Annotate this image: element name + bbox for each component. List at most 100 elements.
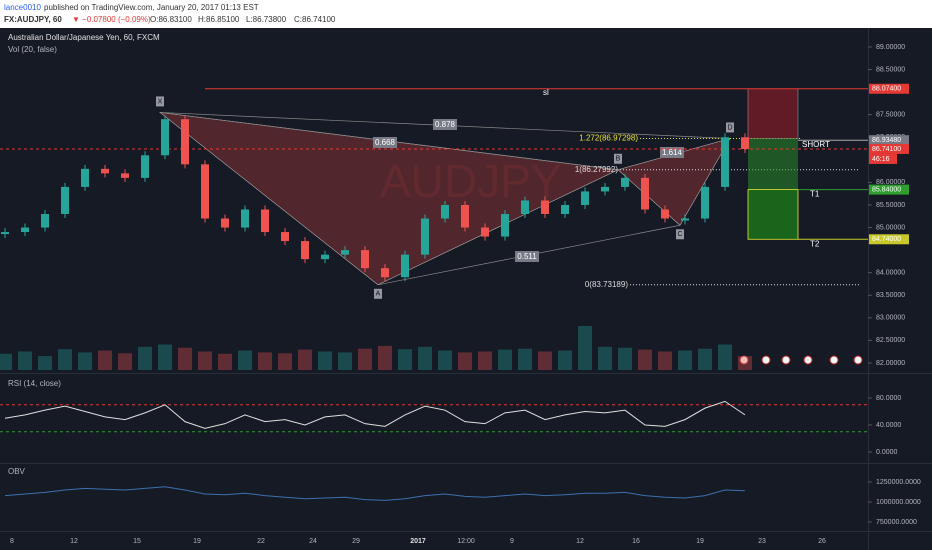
candle [61,186,69,214]
volume-bar [38,356,52,370]
candle [181,119,189,165]
volume-bar [678,350,692,370]
event-icon[interactable] [853,355,863,365]
volume-bar [118,353,132,370]
y-tick-label: 82.00000 [876,360,905,367]
candle [321,254,329,260]
obv-title: OBV [8,467,26,476]
ratio-label: 0.878 [435,120,456,129]
x-tick-label: 12 [70,538,78,545]
y-tick-label: 89.00000 [876,44,905,51]
x-tick-label: 15 [133,538,141,545]
x-tick-label: 24 [309,538,317,545]
annotation: T2 [810,239,820,248]
candle [741,137,749,149]
x-tick-label: 12:00 [457,538,475,545]
x-tick-label: 16 [632,538,640,545]
point-label: X [158,98,163,105]
candle [701,186,709,219]
volume-bar [718,344,732,370]
point-label-bg [726,122,734,133]
candle [201,164,209,219]
candle [641,177,649,210]
volume-bar [738,356,752,370]
volume-bar [298,349,312,370]
event-icon[interactable] [761,355,771,365]
candle [661,209,669,219]
event-icon[interactable] [739,355,749,365]
y-tick-label: 85.50000 [876,202,905,209]
volume-bar [598,346,612,370]
annotation: sl [543,88,549,97]
ratio-label: 1.614 [662,148,683,157]
candle [621,177,629,187]
volume-bar [158,344,172,370]
ratio-bg [660,147,684,158]
candle [501,213,509,237]
x-tick-label: 2017 [410,538,426,545]
candle [41,213,49,228]
price-label: 84.74000 [872,236,901,243]
low: L:86.73800 [246,15,287,24]
volume-bar [98,350,112,370]
x-tick-label: 12 [576,538,584,545]
candle [561,204,569,214]
y-tick-label: 1250000.0000 [876,479,921,486]
volume-bar [0,353,12,370]
candle [21,227,29,233]
candle [541,200,549,214]
candle [481,227,489,237]
volume-bar [238,350,252,370]
price-label: 88.07400 [872,86,901,93]
ratio-bg [433,119,457,130]
fib-label: 0(83.73189) [585,280,628,289]
candle [281,232,289,242]
header-bg [0,0,932,28]
candle [361,250,369,269]
volume-bar [338,352,352,370]
candle [81,168,89,187]
candle [121,173,129,178]
annotation: SHORT [802,140,830,149]
candle [381,268,389,278]
indicator-line [4,400,746,429]
high: H:86.85100 [198,15,240,24]
x-tick-label: 29 [352,538,360,545]
y-tick-label: 1000000.0000 [876,499,921,506]
y-tick-label: 86.00000 [876,179,905,186]
candle [681,218,689,221]
username[interactable]: lance0010 [4,3,41,12]
candle [141,155,149,178]
event-icon[interactable] [803,355,813,365]
ratio-label: 0.668 [375,138,396,147]
event-icon[interactable] [829,355,839,365]
volume-bar [218,353,232,370]
volume-bar [318,351,332,370]
volume-bar [458,352,472,370]
price-label-bg [869,135,909,146]
ratio-label: 0.511 [517,252,537,261]
y-tick-label: 82.50000 [876,337,905,344]
volume-bar [518,348,532,370]
volume-bar [258,352,272,370]
candle [521,200,529,214]
price-label-bg [869,234,909,245]
point-label-bg [156,96,164,107]
volume-bar [578,326,592,370]
volume-bar [138,346,152,370]
published: published on TradingView.com, January 20… [44,3,259,12]
rsi-title: RSI (14, close) [8,379,61,388]
symbol: FX:AUDJPY, 60 [4,15,62,24]
y-tick-label: 83.50000 [876,292,905,299]
event-icon[interactable] [781,355,791,365]
y-tick-label: 84.00000 [876,270,905,277]
volume-bar [658,351,672,370]
volume-bar [558,350,572,370]
x-tick-label: 23 [758,538,766,545]
x-tick-label: 9 [510,538,514,545]
candle [401,254,409,278]
volume-bar [398,349,412,370]
point-label: B [616,156,621,163]
point-label-bg [374,288,382,299]
